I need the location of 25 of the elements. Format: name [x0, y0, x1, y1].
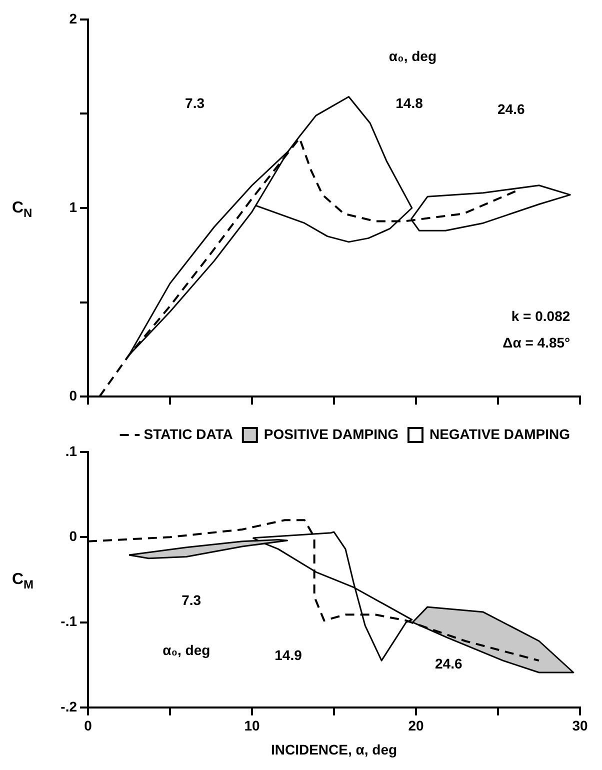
- x-tick-label: 0: [84, 718, 92, 734]
- x-tick-label: 20: [408, 718, 424, 734]
- annotation: 24.6: [497, 100, 525, 117]
- annotation: k = 0.082: [511, 308, 570, 324]
- annotation: α₀, deg: [388, 48, 437, 64]
- y-tick-label: 1: [69, 198, 78, 215]
- annotation: 7.3: [182, 592, 202, 608]
- annotation: 24.6: [435, 656, 462, 672]
- x-axis-title: INCIDENCE, α, deg: [270, 741, 398, 758]
- y-tick-label: 0: [69, 528, 78, 544]
- annotation: 7.3: [185, 95, 205, 112]
- x-tick-label: 30: [572, 718, 588, 734]
- legend-label: POSITIVE DAMPING: [264, 426, 399, 442]
- y-tick-label: .1: [65, 442, 78, 459]
- x-tick-label: 10: [244, 718, 260, 734]
- annotation: Δα = 4.85°: [502, 334, 570, 351]
- y-tick-label: -.1: [60, 613, 78, 630]
- annotation: 14.8: [396, 95, 424, 112]
- annotation: 14.9: [274, 647, 302, 664]
- annotation: α₀, deg: [162, 642, 210, 658]
- y-tick-label: 2: [69, 10, 78, 26]
- y-tick-label: 0: [69, 387, 78, 404]
- legend-label: NEGATIVE DAMPING: [429, 426, 570, 442]
- legend-label: STATIC DATA: [144, 426, 233, 442]
- y-tick-label: -.2: [60, 698, 78, 714]
